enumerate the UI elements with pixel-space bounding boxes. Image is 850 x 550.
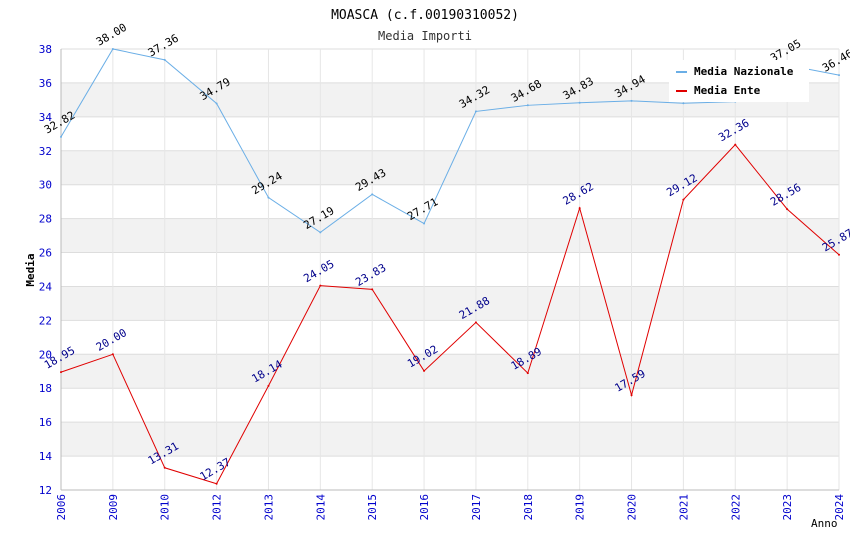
x-tick-label: 2016: [418, 494, 431, 521]
axes: [60, 49, 839, 491]
x-tick-label: 2012: [211, 494, 224, 521]
data-point: [267, 196, 270, 199]
y-tick-label: 22: [39, 314, 52, 327]
y-tick-label: 14: [39, 450, 53, 463]
data-point: [111, 353, 114, 356]
chart-title: MOASCA (c.f.00190310052): [331, 8, 519, 23]
data-point: [423, 222, 426, 225]
data-point: [423, 369, 426, 372]
data-point: [371, 288, 374, 291]
legend-label: Media Ente: [694, 84, 761, 97]
x-tick-label: 2020: [626, 494, 639, 521]
data-point: [215, 482, 218, 485]
data-point: [682, 102, 685, 105]
data-point: [111, 48, 114, 50]
grid-band: [61, 218, 839, 253]
x-tick-label: 2018: [522, 494, 535, 521]
y-tick-label: 12: [39, 484, 52, 497]
data-label: 32.36: [716, 116, 751, 144]
series-line-media-nazionale: [60, 48, 840, 233]
y-tick-label: 30: [39, 179, 52, 192]
data-point: [319, 284, 322, 287]
data-point: [786, 208, 789, 211]
y-tick-label: 28: [39, 213, 52, 226]
data-point: [474, 321, 477, 324]
y-tick-label: 18: [39, 382, 52, 395]
data-point: [60, 135, 62, 138]
data-point: [630, 99, 633, 102]
y-tick-label: 20: [39, 348, 52, 361]
data-label: 12.37: [198, 456, 233, 484]
data-label: 23.83: [353, 261, 388, 289]
y-tick-label: 16: [39, 416, 52, 429]
data-point: [215, 102, 218, 105]
data-point: [163, 58, 166, 61]
y-tick-label: 36: [39, 77, 52, 90]
x-tick-labels: 2006 2009 2010 2012 2013 2014 2015 2016 2017 2018…: [55, 494, 846, 521]
data-point: [371, 193, 374, 196]
y-tick-label: 24: [39, 280, 53, 293]
data-point: [474, 110, 477, 113]
data-point: [163, 466, 166, 469]
x-tick-label: 2024: [833, 494, 846, 521]
data-point: [682, 198, 685, 201]
grid-band: [61, 286, 839, 321]
data-point: [734, 143, 737, 146]
x-tick-label: 2010: [159, 494, 172, 521]
y-tick-label: 34: [39, 111, 53, 124]
data-label: 20.00: [94, 326, 129, 354]
grid-lines: [60, 48, 840, 491]
x-tick-label: 2006: [55, 494, 68, 521]
y-axis-label: Media: [24, 253, 37, 286]
legend-box: [669, 60, 809, 102]
data-point: [630, 394, 633, 397]
grid-band: [61, 354, 839, 389]
x-tick-label: 2023: [781, 494, 794, 521]
data-point: [578, 101, 581, 104]
legend: Media Nazionale Media Ente: [669, 60, 809, 102]
series-lines: [60, 48, 840, 485]
x-tick-label: 2019: [574, 494, 587, 521]
legend-label: Media Nazionale: [694, 65, 794, 78]
y-tick-label: 32: [39, 145, 52, 158]
y-tick-label: 26: [39, 247, 52, 260]
grid-band: [61, 422, 839, 457]
series-line-media-ente: [60, 143, 840, 485]
data-point: [319, 231, 322, 234]
y-tick-labels: 12 14 16 18 20 22 24 26 28 30 32 34 36 38: [39, 43, 53, 497]
data-label: 37.36: [146, 32, 181, 60]
data-point: [838, 253, 840, 256]
x-tick-label: 2017: [470, 494, 483, 521]
data-point: [838, 74, 840, 77]
data-point: [267, 384, 270, 387]
data-point: [526, 372, 529, 375]
data-label: 24.05: [301, 257, 336, 285]
x-tick-label: 2015: [366, 494, 379, 521]
x-tick-label: 2009: [107, 494, 120, 521]
x-tick-label: 2022: [729, 494, 742, 521]
data-point: [60, 371, 62, 374]
data-point: [578, 207, 581, 210]
chart-subtitle: Media Importi: [378, 29, 472, 43]
data-point: [526, 104, 529, 107]
x-tick-label: 2014: [314, 494, 327, 521]
data-label: 36.46: [820, 47, 850, 75]
x-axis-label: Anno: [811, 517, 838, 530]
data-label: 38.00: [94, 21, 129, 49]
y-tick-label: 38: [39, 43, 52, 56]
x-tick-label: 2013: [262, 494, 275, 521]
x-tick-label: 2021: [677, 494, 690, 521]
